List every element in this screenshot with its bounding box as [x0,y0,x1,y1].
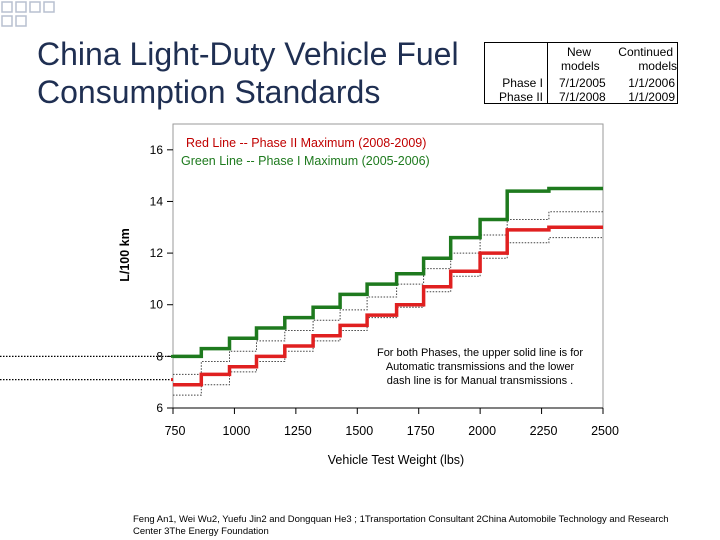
x-tick-label: 2250 [530,424,558,438]
y-tick-label: 6 [156,401,163,415]
header-new: New [567,45,592,59]
axis-layer: 750 1000 1250 1500 1750 2000 2250 2500681012141… [0,143,619,438]
decor-square [29,1,41,13]
date-new: 7/1/2005 [559,76,606,90]
x-tick-label: 1000 [223,424,251,438]
date-continued: 1/1/2006 [628,76,675,90]
x-tick-label: 2500 [591,424,619,438]
legend-line: Green Line -- Phase I Maximum (2005-2006… [181,154,430,168]
header-continued: Continued [618,45,673,59]
date-new: 7/1/2008 [559,90,606,104]
y-tick-label: 12 [150,246,164,260]
date-continued: 1/1/2009 [628,90,675,104]
phase-dates-table: New Continued models models Phase I Phas… [484,42,678,104]
decor-square [15,15,27,27]
series-line-phase-i-manual [173,211,603,375]
x-tick-label: 1500 [345,424,373,438]
decor-square [1,1,13,13]
table-header: New Continued models models [555,45,677,73]
corner-decoration [1,1,55,27]
x-tick-label: 1750 [407,424,435,438]
table-row-labels: Phase I Phase II [485,76,543,104]
header-models: models [638,59,677,73]
x-tick-label: 2000 [468,424,496,438]
table-divider [547,43,548,103]
header-models: models [561,59,600,73]
y-axis-label: L/100 km [118,228,132,282]
legend-line: Red Line -- Phase II Maximum (2008-2009) [186,136,426,150]
slide-title-line: China Light-Duty Vehicle Fuel [37,36,459,72]
x-axis-label: Vehicle Test Weight (lbs) [328,453,464,467]
annotation-line: Automatic transmissions and the lower [386,361,575,373]
decor-square [43,1,55,13]
decor-square [15,1,27,13]
footnote: Feng An1, Wei Wu2, Yuefu Jin2 and Dongqu… [133,514,669,537]
slide-title: China Light-Duty Vehicle Fuel Consumptio… [37,35,477,111]
decor-square [1,15,13,27]
annotation-line: dash line is for Manual transmissions . [387,375,573,387]
row-label: Phase II [498,90,543,104]
fuel-standard-chart: 750 1000 1250 1500 1750 2000 2250 2500681012141… [0,123,619,467]
annotation-line: For both Phases, the upper solid line is… [377,347,583,359]
y-tick-label: 14 [150,194,164,208]
slide-title-line: Consumption Standards [37,74,381,110]
row-label: Phase I [502,76,543,90]
table-dates: 7/1/2005 1/1/2006 7/1/2008 1/1/2009 [555,76,677,104]
series-layer [173,186,603,396]
series-line-phase-ii-automatic [173,225,603,387]
x-tick-label: 1250 [284,424,312,438]
x-tick-label: 750 [165,424,186,438]
series-line-phase-i-automatic [173,186,603,359]
y-tick-label: 10 [150,298,164,312]
table-row: 7/1/2005 1/1/2006 [555,76,677,90]
table-row: 7/1/2008 1/1/2009 [555,90,677,104]
y-tick-label: 16 [150,143,164,157]
